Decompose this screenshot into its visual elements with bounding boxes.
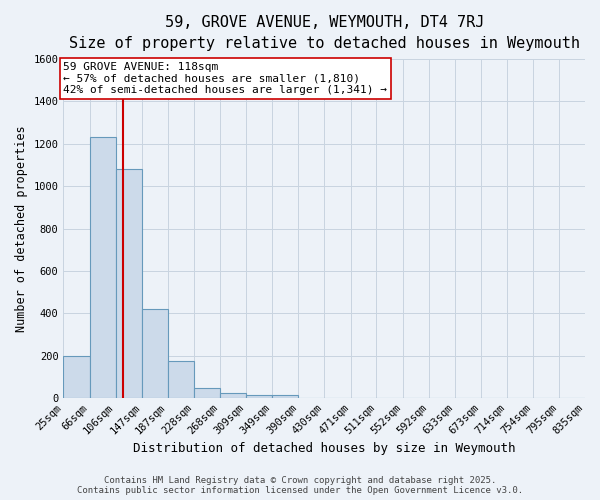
Bar [246,395,272,398]
Bar [168,361,194,398]
Bar [272,395,298,398]
Title: 59, GROVE AVENUE, WEYMOUTH, DT4 7RJ
Size of property relative to detached houses: 59, GROVE AVENUE, WEYMOUTH, DT4 7RJ Size… [69,15,580,51]
Bar [194,388,220,398]
Text: 59 GROVE AVENUE: 118sqm
← 57% of detached houses are smaller (1,810)
42% of semi: 59 GROVE AVENUE: 118sqm ← 57% of detache… [64,62,388,96]
Bar [64,356,90,398]
X-axis label: Distribution of detached houses by size in Weymouth: Distribution of detached houses by size … [133,442,515,455]
Bar [90,138,116,398]
Bar [142,309,168,398]
Bar [220,392,246,398]
Text: Contains HM Land Registry data © Crown copyright and database right 2025.
Contai: Contains HM Land Registry data © Crown c… [77,476,523,495]
Bar [116,169,142,398]
Y-axis label: Number of detached properties: Number of detached properties [15,125,28,332]
